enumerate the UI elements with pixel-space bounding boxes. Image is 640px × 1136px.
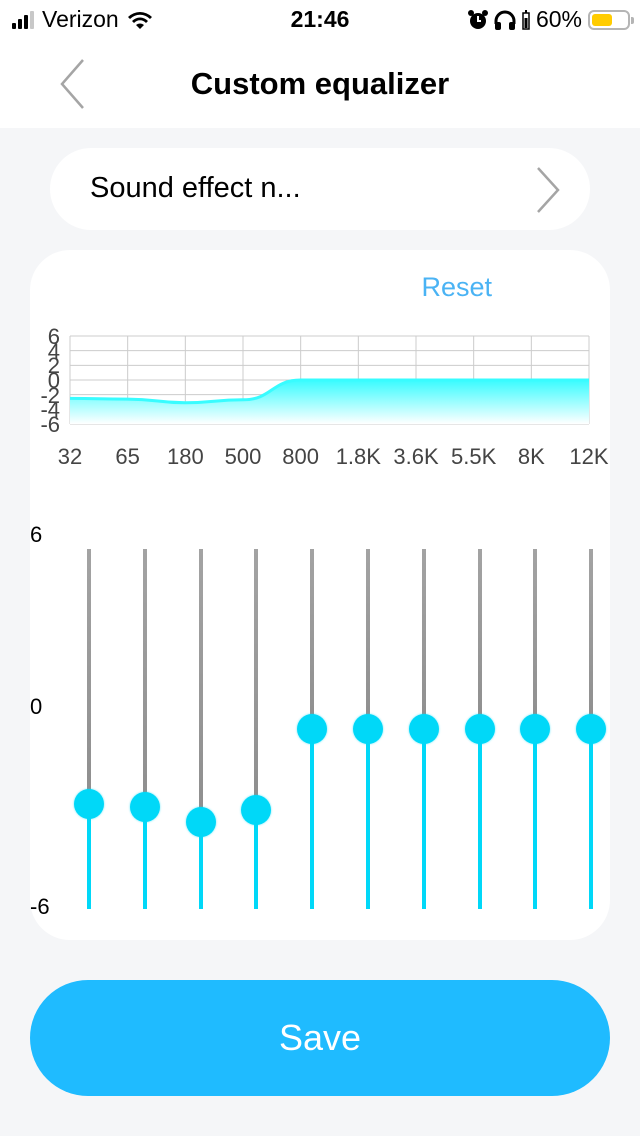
equalizer-card: Reset 6 4 2 0 -2 -4 -6 32 65 180 500 800 1.8K 3.6K 5.…	[30, 250, 610, 940]
band-slider-500[interactable]	[241, 549, 272, 909]
slider-track-active	[589, 729, 594, 909]
slider-knob[interactable]	[576, 714, 607, 744]
chart-x-tick: 1.8K	[335, 444, 381, 469]
slider-knob[interactable]	[464, 714, 495, 744]
chevron-left-icon	[60, 59, 84, 109]
signal-icon	[12, 10, 34, 29]
band-slider-180[interactable]	[185, 549, 216, 909]
status-right: 60%	[467, 6, 634, 33]
slider-knob[interactable]	[297, 714, 328, 744]
eq-curve-plot	[69, 335, 590, 425]
battery-icon	[588, 9, 634, 30]
slider-track-inactive	[589, 549, 594, 729]
slider-track-inactive	[254, 549, 259, 810]
carrier-label: Verizon	[42, 6, 119, 32]
chart-y-tick: 0	[47, 368, 60, 393]
battery-percent: 60%	[535, 6, 582, 32]
band-slider-32[interactable]	[74, 549, 104, 909]
headphone-battery-icon	[522, 9, 530, 30]
chart-x-tick: 3.6K	[393, 444, 439, 469]
scale-label-top: 6	[30, 522, 43, 547]
slider-track-active	[198, 822, 203, 909]
slider-track-active	[87, 804, 91, 909]
band-slider-5.5k[interactable]	[464, 549, 495, 909]
slider-track-inactive	[310, 549, 315, 729]
band-slider-65[interactable]	[129, 549, 160, 909]
band-slider-3.6k[interactable]	[408, 549, 439, 909]
back-button[interactable]	[50, 56, 100, 112]
headphones-icon	[494, 10, 516, 30]
chevron-right-icon	[537, 167, 560, 213]
chart-x-tick: 500	[224, 444, 262, 469]
band-slider-8k[interactable]	[520, 549, 551, 909]
slider-track-active	[477, 729, 482, 909]
slider-knob[interactable]	[353, 714, 383, 744]
chart-y-tick: 6	[47, 324, 60, 349]
status-bar: Verizon 21:46 60%	[0, 0, 640, 40]
chart-y-tick: 2	[47, 353, 60, 379]
slider-track-active	[142, 807, 147, 909]
band-slider-800[interactable]	[297, 549, 328, 909]
band-sliders: 6 0 -6	[30, 520, 610, 920]
nav-bar: Custom equalizer	[0, 40, 640, 128]
slider-knob[interactable]	[408, 714, 439, 744]
slider-track-active	[310, 729, 315, 909]
alarm-icon	[467, 9, 488, 29]
chart-x-tick: 12K	[569, 444, 609, 469]
slider-track-active	[254, 810, 259, 909]
slider-track-inactive	[366, 549, 370, 729]
eq-curve-chart: 6 4 2 0 -2 -4 -6 32 65 180 500 800 1.8K 3.6K 5.5K 8K 12…	[30, 324, 610, 478]
scale-label-bottom: -6	[30, 894, 50, 919]
band-slider-12k[interactable]	[576, 549, 607, 909]
page-title: Custom equalizer	[190, 66, 450, 101]
slider-track-inactive	[87, 549, 91, 804]
sound-effect-name: Sound effect n...	[90, 172, 301, 204]
save-button[interactable]: Save	[30, 980, 610, 1096]
slider-track-inactive	[477, 549, 482, 729]
chart-y-tick: -2	[40, 382, 60, 408]
chart-x-tick: 5.5K	[451, 444, 497, 469]
chart-x-tick: 800	[282, 444, 320, 469]
band-slider-1.8k[interactable]	[353, 549, 383, 909]
slider-knob[interactable]	[129, 792, 160, 822]
sound-effect-selector[interactable]: Sound effect n...	[50, 148, 590, 230]
wifi-icon	[127, 11, 152, 29]
slider-track-active	[366, 729, 370, 909]
slider-knob[interactable]	[74, 789, 104, 819]
slider-knob[interactable]	[185, 807, 216, 837]
scale-label-mid: 0	[30, 694, 43, 719]
slider-track-active	[421, 729, 426, 909]
slider-track-active	[533, 729, 538, 909]
chart-x-tick: 180	[166, 444, 204, 469]
slider-knob[interactable]	[241, 795, 272, 825]
reset-button[interactable]: Reset	[421, 272, 492, 302]
chart-y-tick: -4	[40, 397, 60, 423]
slider-track-inactive	[142, 549, 147, 807]
status-left: Verizon	[12, 6, 153, 33]
chart-x-tick: 8K	[517, 444, 545, 469]
slider-track-inactive	[533, 549, 538, 729]
chart-y-tick: -6	[40, 412, 60, 437]
chart-x-tick: 65	[115, 444, 140, 469]
chart-x-tick: 32	[57, 444, 83, 469]
slider-knob[interactable]	[520, 714, 551, 744]
slider-track-inactive	[421, 549, 426, 729]
chart-y-tick: 4	[47, 338, 60, 364]
slider-track-inactive	[198, 549, 203, 822]
status-time: 21:46	[290, 6, 350, 32]
